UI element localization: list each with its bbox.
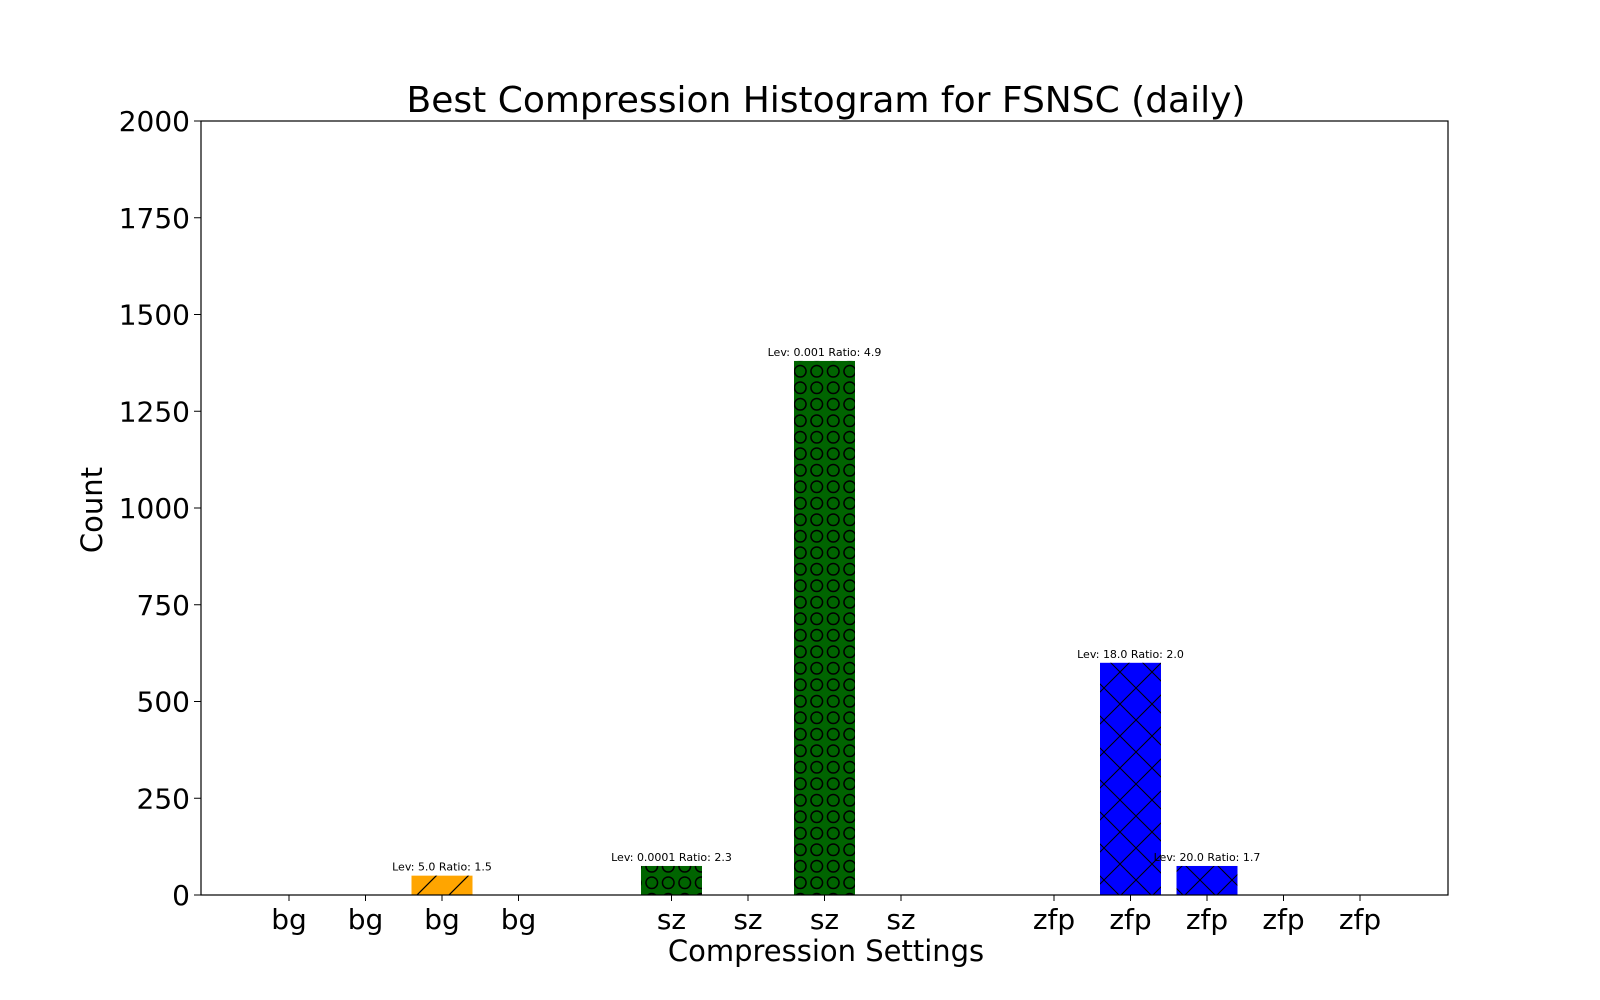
y-tick-label: 0 <box>172 879 190 912</box>
x-axis: bg bg bg bg sz sz sz sz zfp zfp zfp zfp zfp <box>271 895 1381 936</box>
y-axis-title: Count <box>75 467 109 553</box>
bar-data-label: Lev: 0.001 Ratio: 4.9 <box>768 346 882 359</box>
bar-data-label: Lev: 20.0 Ratio: 1.7 <box>1154 851 1261 864</box>
x-tick-label: sz <box>657 903 686 936</box>
bar-data-label: Lev: 0.0001 Ratio: 2.3 <box>611 851 732 864</box>
x-tick-label: bg <box>271 903 307 936</box>
x-tick-label: sz <box>810 903 839 936</box>
y-tick-label: 1750 <box>119 202 190 235</box>
y-tick-label: 2000 <box>119 105 190 138</box>
x-axis-title: Compression Settings <box>668 934 984 968</box>
bar-labels-layer: Lev: 5.0 Ratio: 1.5 Lev: 0.0001 Ratio: 2.… <box>392 346 1260 874</box>
x-tick-label: zfp <box>1033 903 1075 936</box>
bar-data-label: Lev: 5.0 Ratio: 1.5 <box>392 861 492 874</box>
y-tick-label: 1000 <box>119 492 190 525</box>
bar-hatch-sz-6 <box>794 360 855 895</box>
bars-layer <box>411 360 1238 895</box>
x-tick-label: bg <box>501 903 537 936</box>
bar-hatch-zfp-10 <box>1176 865 1238 895</box>
x-tick-label: zfp <box>1186 903 1228 936</box>
x-tick-label: zfp <box>1339 903 1381 936</box>
x-tick-label: bg <box>348 903 384 936</box>
x-tick-label: sz <box>733 903 762 936</box>
y-axis: 0 250 500 750 1000 1250 1500 1750 2000 <box>119 105 201 912</box>
x-tick-label: zfp <box>1262 903 1304 936</box>
x-tick-label: sz <box>886 903 915 936</box>
y-tick-label: 250 <box>137 782 190 815</box>
y-tick-label: 500 <box>137 686 190 719</box>
chart-title: Best Compression Histogram for FSNSC (da… <box>407 80 1246 121</box>
y-tick-label: 1500 <box>119 299 190 332</box>
bar-hatch-zfp-9 <box>1100 662 1161 895</box>
y-tick-label: 1250 <box>119 395 190 428</box>
plot-frame <box>200 120 1449 896</box>
bar-hatch-sz-4 <box>641 865 702 895</box>
bar-hatch-bg-2 <box>411 875 473 895</box>
x-tick-label: bg <box>424 903 460 936</box>
y-tick-label: 750 <box>137 589 190 622</box>
x-tick-label: zfp <box>1109 903 1151 936</box>
bar-data-label: Lev: 18.0 Ratio: 2.0 <box>1077 648 1184 661</box>
